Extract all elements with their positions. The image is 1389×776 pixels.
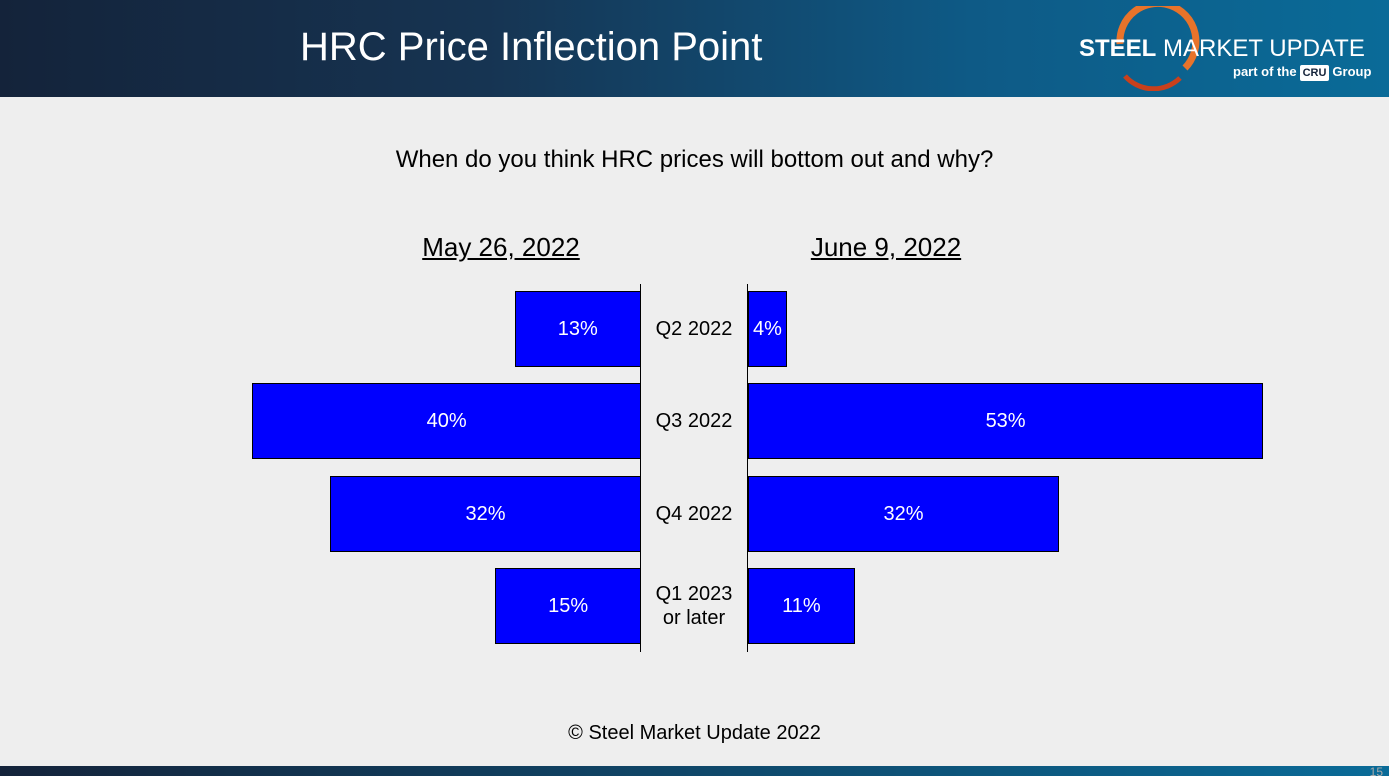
category-label: Q2 2022 xyxy=(655,318,733,340)
bottom-bar xyxy=(0,766,1389,776)
logo-tagline: part of the CRU Group xyxy=(1233,64,1372,81)
bar xyxy=(329,475,641,552)
bar xyxy=(495,568,641,645)
value-label: 53% xyxy=(985,410,1026,433)
bar xyxy=(748,291,787,367)
value-label: 32% xyxy=(883,502,924,525)
value-label: 11% xyxy=(782,595,821,618)
page-number: 15 xyxy=(1369,765,1383,776)
chart-title: When do you think HRC prices will bottom… xyxy=(395,146,994,173)
slide-title: HRC Price Inflection Point xyxy=(300,25,763,69)
value-label: 13% xyxy=(557,318,598,340)
bar xyxy=(748,568,855,645)
category-label: Q3 2022 xyxy=(655,410,733,433)
category-label: Q4 2022 xyxy=(655,502,733,525)
logo: STEEL MARKET UPDATE part of the CRU Group xyxy=(1075,6,1385,91)
header-bar: HRC Price Inflection Point STEEL MARKET … xyxy=(0,0,1389,97)
value-label: 4% xyxy=(752,318,782,340)
bar xyxy=(514,291,641,367)
value-label: 40% xyxy=(426,410,467,433)
series-heading: June 9, 2022 xyxy=(810,232,962,262)
center-axis xyxy=(640,284,641,652)
value-label: 32% xyxy=(465,502,506,525)
logo-arc xyxy=(1116,6,1200,91)
series-heading: May 26, 2022 xyxy=(422,232,580,262)
center-axis xyxy=(747,284,748,652)
value-label: 15% xyxy=(548,595,589,618)
logo-brand: STEEL MARKET UPDATE xyxy=(1079,35,1365,62)
footer: © Steel Market Update 2022 xyxy=(568,722,821,744)
bar xyxy=(748,475,1060,552)
bar xyxy=(748,383,1264,460)
bar xyxy=(252,383,641,460)
category-label: Q1 2023 or later xyxy=(655,583,733,630)
